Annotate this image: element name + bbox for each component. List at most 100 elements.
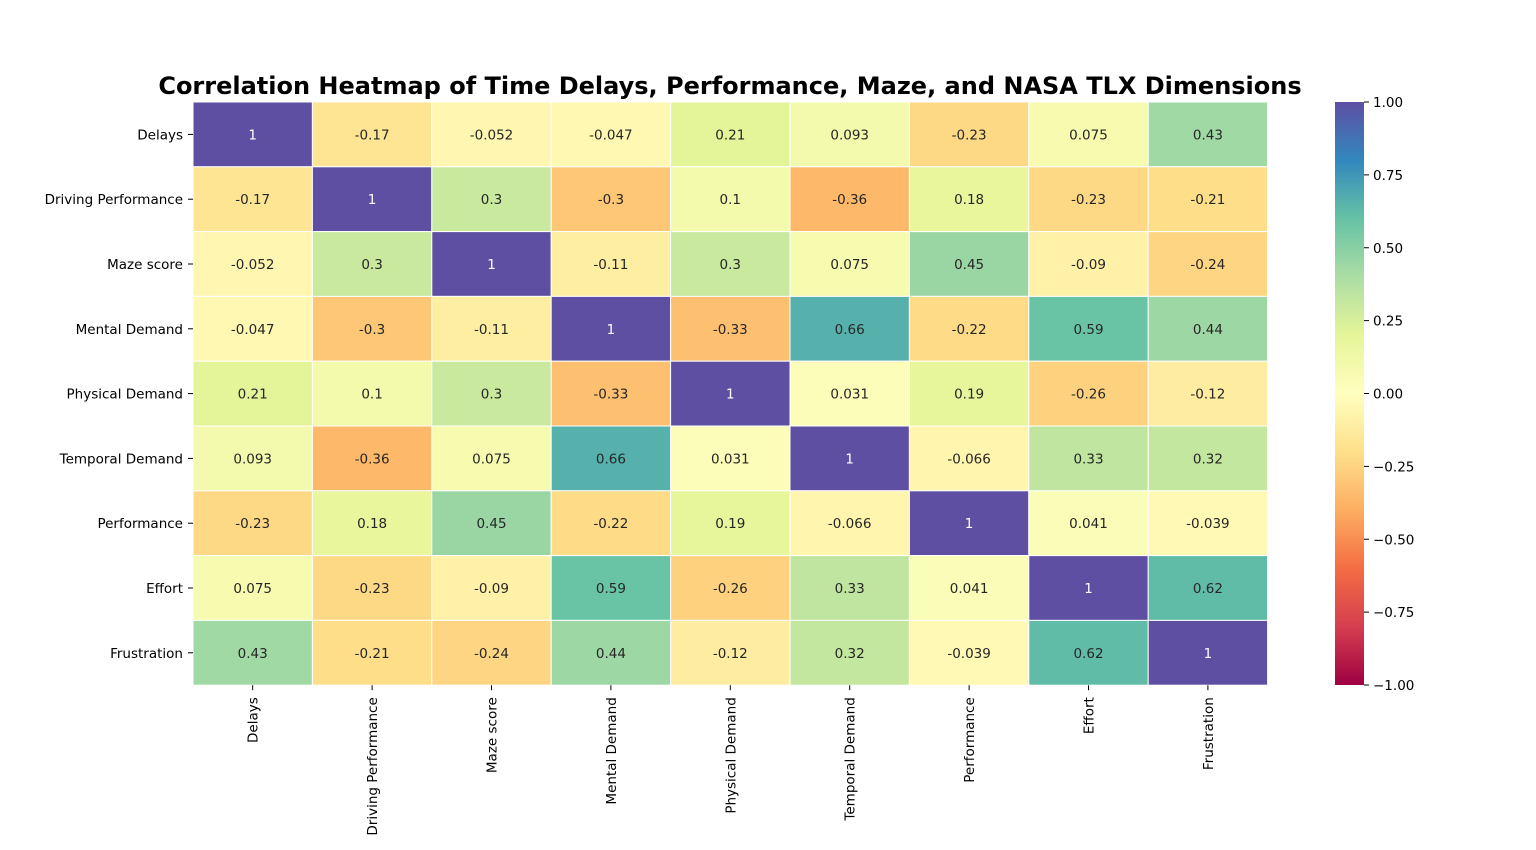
heatmap-cell bbox=[789, 101, 910, 168]
cell-value-label: 0.33 bbox=[1073, 451, 1103, 467]
x-tick-label: Temporal Demand bbox=[843, 697, 859, 821]
heatmap-cell bbox=[550, 425, 672, 492]
cell-value-label: -0.047 bbox=[589, 127, 633, 143]
heatmap-cell bbox=[431, 101, 552, 168]
cell-value-label: -0.09 bbox=[1071, 257, 1106, 273]
x-tick-label: Physical Demand bbox=[723, 697, 739, 813]
heatmap-cell bbox=[192, 619, 313, 686]
heatmap-cell bbox=[550, 619, 672, 686]
heatmap-cell bbox=[550, 360, 672, 427]
cell-value-label: 0.041 bbox=[950, 581, 989, 597]
y-tick-label: Temporal Demand bbox=[59, 451, 183, 467]
heatmap-cell bbox=[192, 490, 313, 557]
cell-value-label: 0.075 bbox=[233, 581, 272, 597]
cell-value-label: -0.052 bbox=[231, 257, 275, 273]
cell-value-label: 0.66 bbox=[596, 451, 626, 467]
cell-value-label: -0.23 bbox=[355, 581, 390, 597]
heatmap-cell bbox=[1147, 295, 1269, 362]
x-tick-label: Effort bbox=[1082, 697, 1098, 734]
cell-value-label: 0.21 bbox=[715, 127, 745, 143]
cell-value-label: 0.093 bbox=[830, 127, 869, 143]
colorbar-tick-label: −0.50 bbox=[1373, 532, 1414, 548]
cell-value-label: 0.62 bbox=[1193, 581, 1223, 597]
cell-value-label: -0.23 bbox=[235, 516, 270, 532]
colorbar-tick-label: 0.50 bbox=[1373, 241, 1403, 257]
heatmap-cell bbox=[908, 360, 1030, 427]
cell-value-label: 0.1 bbox=[720, 192, 741, 208]
y-tick-label: Driving Performance bbox=[45, 192, 183, 208]
cell-value-label: 0.18 bbox=[954, 192, 984, 208]
heatmap-cell bbox=[908, 555, 1030, 621]
heatmap-cell bbox=[1147, 619, 1269, 686]
colorbar-tick-label: 0.75 bbox=[1373, 168, 1403, 184]
colorbar-tick-label: −0.25 bbox=[1373, 459, 1414, 475]
x-tick-label: Delays bbox=[246, 697, 262, 743]
cell-value-label: 0.59 bbox=[1073, 322, 1103, 338]
heatmap-cell bbox=[431, 231, 552, 297]
heatmap-cell bbox=[311, 490, 433, 557]
heatmap-cell bbox=[1147, 166, 1269, 233]
colorbar-tick-label: 0.00 bbox=[1373, 387, 1403, 403]
cell-value-label: 0.3 bbox=[481, 192, 502, 208]
cell-value-label: -0.21 bbox=[1190, 192, 1225, 208]
heatmap-cell bbox=[670, 101, 791, 168]
x-tick-label: Maze score bbox=[485, 697, 501, 773]
cell-value-label: 0.18 bbox=[357, 516, 387, 532]
cell-value-label: -0.17 bbox=[355, 127, 390, 143]
cell-value-label: 0.32 bbox=[1193, 451, 1223, 467]
heatmap-cell bbox=[311, 295, 433, 362]
y-tick-label: Performance bbox=[97, 516, 183, 532]
cell-value-label: -0.24 bbox=[474, 646, 509, 662]
colorbar-tick-label: −0.75 bbox=[1373, 605, 1414, 621]
cell-value-label: -0.33 bbox=[713, 322, 748, 338]
cell-value-label: 0.19 bbox=[954, 387, 984, 403]
heatmap-cell bbox=[431, 555, 552, 621]
heatmap-cell bbox=[311, 231, 433, 297]
cell-value-label: -0.36 bbox=[832, 192, 867, 208]
cell-value-label: 1 bbox=[368, 192, 377, 208]
y-tick-label: Frustration bbox=[110, 646, 183, 662]
cell-value-label: 0.031 bbox=[711, 451, 750, 467]
cell-value-label: -0.17 bbox=[235, 192, 270, 208]
heatmap-cell bbox=[789, 555, 910, 621]
cell-value-label: 1 bbox=[726, 387, 735, 403]
cell-value-label: 0.44 bbox=[1193, 322, 1223, 338]
cell-value-label: 0.3 bbox=[720, 257, 741, 273]
y-axis-ticks: Delays Driving Performance Maze score Menta… bbox=[45, 127, 193, 662]
heatmap-cell bbox=[311, 619, 433, 686]
x-tick-label: Mental Demand bbox=[604, 697, 620, 804]
cell-value-label: -0.039 bbox=[1186, 516, 1230, 532]
cell-value-label: 0.19 bbox=[715, 516, 745, 532]
colorbar: −1.00 −0.75 −0.50 −0.25 0.00 0.25 0.50 0.75 1.00 bbox=[1335, 95, 1414, 694]
cell-value-label: 0.075 bbox=[830, 257, 869, 273]
cell-value-label: 0.44 bbox=[596, 646, 626, 662]
cell-value-label: 0.33 bbox=[835, 581, 865, 597]
cell-value-label: -0.3 bbox=[359, 322, 385, 338]
cell-value-label: -0.21 bbox=[355, 646, 390, 662]
y-tick-label: Mental Demand bbox=[76, 322, 183, 338]
heatmap-cell bbox=[789, 425, 910, 492]
cell-value-label: -0.26 bbox=[1071, 387, 1106, 403]
cell-value-label: 0.45 bbox=[954, 257, 984, 273]
cell-value-label: -0.22 bbox=[593, 516, 628, 532]
cell-value-label: 0.075 bbox=[1069, 127, 1108, 143]
heatmap-cell bbox=[789, 619, 910, 686]
heatmap-cell bbox=[908, 619, 1030, 686]
heatmap-cell bbox=[192, 231, 313, 297]
heatmap-cell bbox=[550, 295, 672, 362]
cell-value-label: -0.3 bbox=[598, 192, 624, 208]
cell-value-label: -0.039 bbox=[947, 646, 991, 662]
cell-value-label: 0.031 bbox=[830, 387, 869, 403]
cell-value-label: 0.3 bbox=[481, 387, 502, 403]
x-tick-label: Frustration bbox=[1201, 697, 1217, 770]
cell-value-label: -0.22 bbox=[952, 322, 987, 338]
heatmap-cell bbox=[311, 425, 433, 492]
cell-value-label: 0.32 bbox=[835, 646, 865, 662]
cell-value-label: 0.1 bbox=[361, 387, 382, 403]
cell-value-label: -0.11 bbox=[593, 257, 628, 273]
cell-value-label: 1 bbox=[1084, 581, 1093, 597]
y-tick-label: Physical Demand bbox=[67, 387, 183, 403]
heatmap-cell bbox=[550, 166, 672, 233]
heatmap-cell bbox=[311, 360, 433, 427]
cell-value-label: 0.21 bbox=[238, 387, 268, 403]
